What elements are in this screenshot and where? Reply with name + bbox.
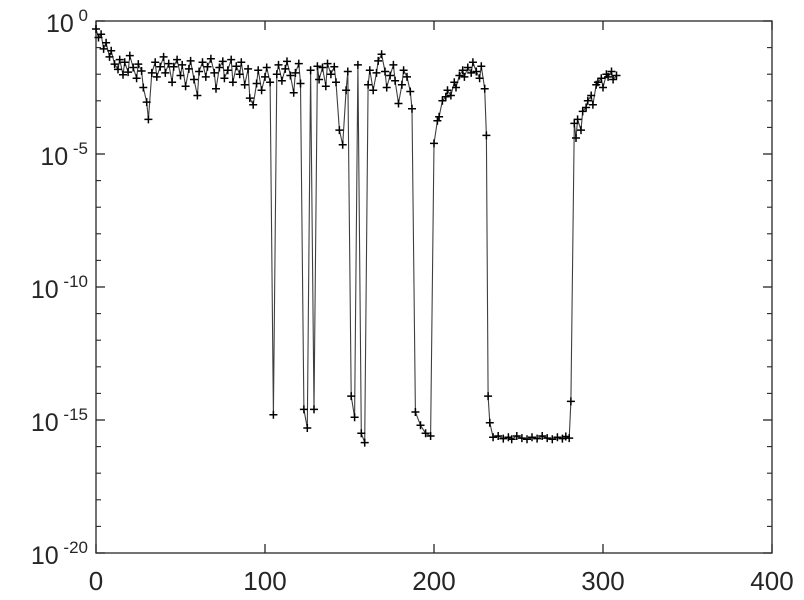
x-tick-label: 200 [412, 566, 455, 596]
y-tick-label: 10 -5 [40, 139, 88, 171]
x-tick-label: 300 [581, 566, 624, 596]
x-tick-label: 100 [243, 566, 286, 596]
data-point-markers [92, 25, 621, 447]
y-tick-label: 10 -10 [31, 272, 88, 304]
x-tick-label: 0 [89, 566, 103, 596]
data-series-line [95, 28, 617, 443]
y-tick-label: 10 0 [46, 6, 88, 38]
plot-border [95, 20, 773, 554]
x-tick-label: 400 [750, 566, 793, 596]
y-tick-label: 10 -15 [31, 405, 88, 437]
y-tick-label: 10 -20 [31, 538, 88, 570]
